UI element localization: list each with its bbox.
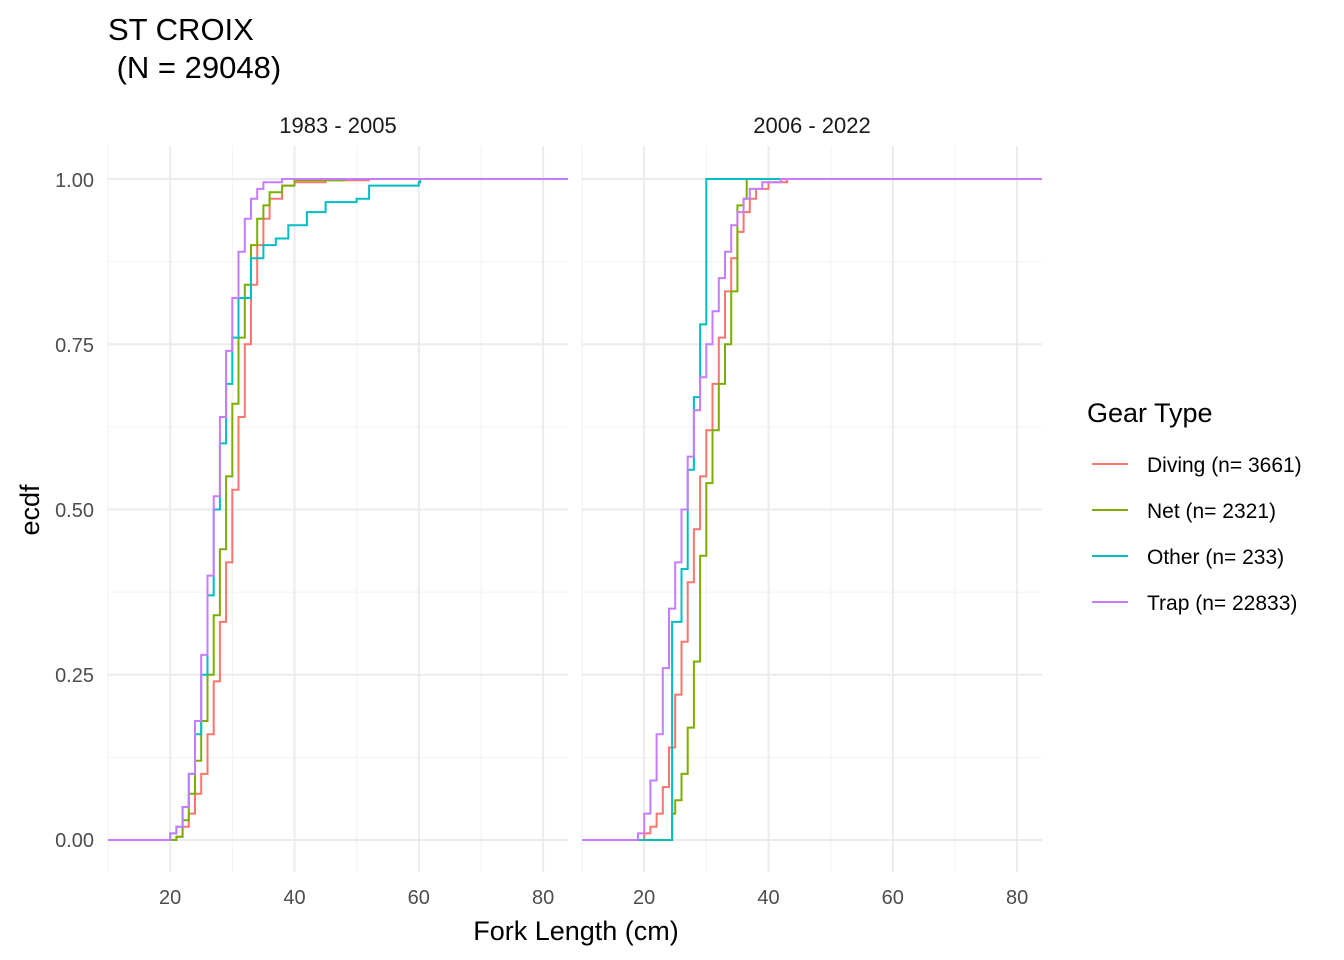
facet-strip-label: 1983 - 2005 xyxy=(279,113,396,138)
x-tick-label: 40 xyxy=(757,887,779,909)
chart-title-line2: (N = 29048) xyxy=(108,50,281,85)
x-tick-label: 60 xyxy=(882,887,904,909)
y-tick-label-2: 0.50 xyxy=(55,500,94,522)
ecdf-line-other xyxy=(582,178,1042,841)
facet-panels: 1983 - 2005 20 40 60 80 2006 - 2022 20 40 60 80 xyxy=(107,113,1042,909)
x-tick-label: 20 xyxy=(159,887,181,909)
legend-label-trap: Trap (n= 22833) xyxy=(1147,592,1297,615)
y-tick-label-0: 0.00 xyxy=(55,830,94,852)
x-tick-label: 60 xyxy=(408,887,430,909)
ecdf-line-diving xyxy=(582,178,1042,841)
x-tick-label: 40 xyxy=(283,887,305,909)
x-tick-label: 80 xyxy=(532,887,554,909)
x-tick-label: 80 xyxy=(1006,887,1028,909)
facet-strip-label: 2006 - 2022 xyxy=(753,113,870,138)
y-tick-label-1: 0.25 xyxy=(55,665,94,687)
ecdf-line-trap xyxy=(582,178,1042,841)
y-tick-label-4: 1.00 xyxy=(55,170,94,192)
x-tick-label: 20 xyxy=(633,887,655,909)
y-axis-title: ecdf xyxy=(15,484,45,536)
legend-label-diving: Diving (n= 3661) xyxy=(1147,454,1302,477)
legend-title: Gear Type xyxy=(1087,398,1213,428)
x-axis-title: Fork Length (cm) xyxy=(473,916,679,946)
ecdf-line-net xyxy=(582,178,1042,841)
chart-title-line1: ST CROIX xyxy=(108,12,254,47)
facet-panel-1: 2006 - 2022 20 40 60 80 xyxy=(581,113,1042,909)
ecdf-line-trap xyxy=(108,178,568,841)
legend-label-net: Net (n= 2321) xyxy=(1147,500,1276,523)
legend: Gear Type Diving (n= 3661) Net (n= 2321)… xyxy=(1087,398,1302,615)
facet-panel-0: 1983 - 2005 20 40 60 80 xyxy=(107,113,568,909)
y-tick-label-3: 0.75 xyxy=(55,335,94,357)
legend-label-other: Other (n= 233) xyxy=(1147,546,1284,569)
